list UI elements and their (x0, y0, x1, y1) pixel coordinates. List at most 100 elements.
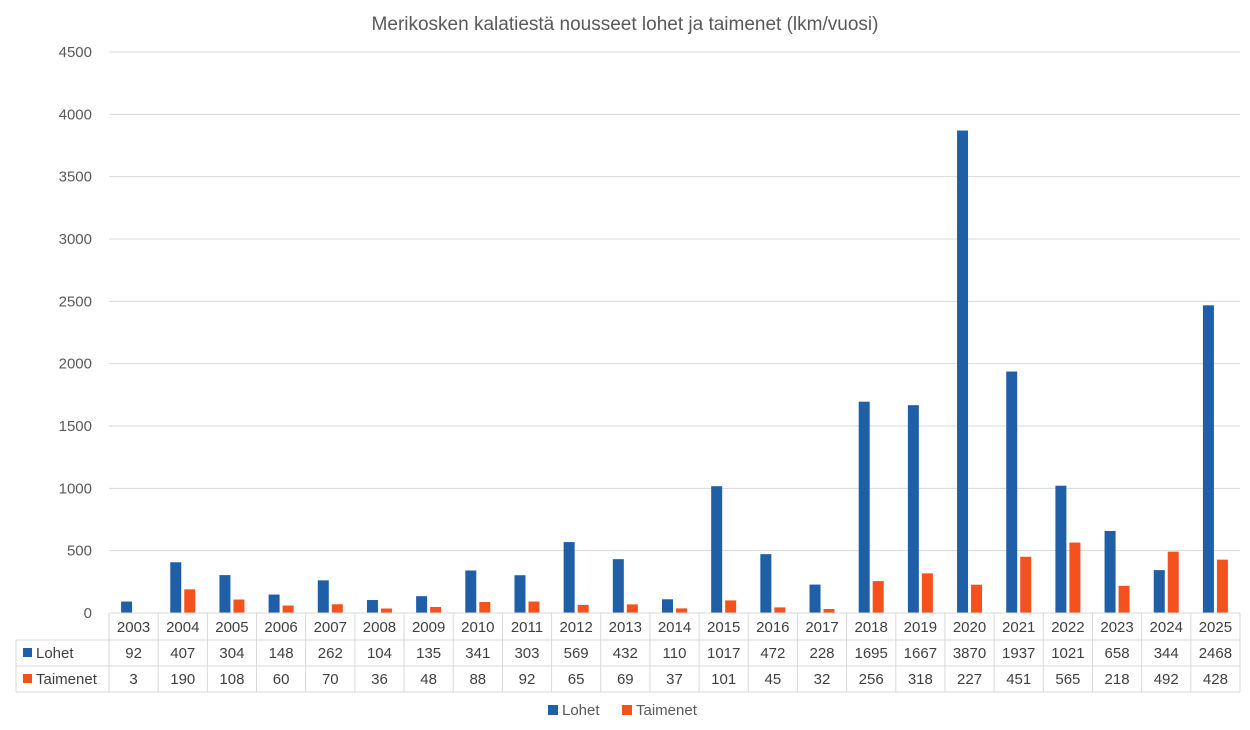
bar-lohet (416, 596, 428, 613)
data-cell: 45 (765, 671, 782, 688)
bar-taimenet (1020, 556, 1032, 613)
bar-lohet (711, 486, 723, 613)
legend: Lohet Taimenet (548, 702, 698, 719)
data-table: 2003 2004 2005 2006 2007 2008 2009 2010 2011 2012… (15, 612, 1241, 693)
legend-key-lohet (23, 648, 32, 657)
y-tick-label: 1000 (59, 480, 92, 497)
data-cell: 472 (760, 645, 785, 662)
y-tick-label: 2500 (59, 293, 92, 310)
bar-taimenet (282, 605, 294, 613)
legend-label-lohet: Lohet (562, 702, 600, 719)
data-cell: 451 (1006, 671, 1031, 688)
y-tick-label: 4500 (59, 44, 92, 61)
data-cell: 148 (269, 645, 294, 662)
bar-lohet (612, 559, 624, 613)
data-cell: 1695 (855, 645, 888, 662)
y-axis: 0 500 1000 1500 2000 2500 3000 3500 4000 4500 (59, 44, 92, 622)
bar-taimenet (872, 581, 884, 613)
bar-lohet (1006, 371, 1018, 613)
bar-taimenet (823, 609, 835, 613)
data-cell: 92 (519, 671, 536, 688)
bar-taimenet (725, 600, 737, 613)
legend-key-taimenet (23, 674, 32, 683)
x-tick-label: 2009 (412, 619, 445, 636)
bar-lohet (121, 601, 133, 613)
bar-taimenet (1118, 585, 1130, 613)
x-tick-label: 2015 (707, 619, 740, 636)
bar-taimenet (1167, 551, 1179, 613)
data-cell: 3 (129, 671, 137, 688)
data-cell: 218 (1105, 671, 1130, 688)
y-tick-label: 2000 (59, 356, 92, 373)
data-cell: 65 (568, 671, 585, 688)
bar-lohet (809, 584, 821, 613)
x-tick-label: 2021 (1002, 619, 1035, 636)
data-cell: 135 (416, 645, 441, 662)
y-tick-label: 500 (67, 543, 92, 560)
x-tick-label: 2007 (314, 619, 347, 636)
data-cell: 92 (125, 645, 142, 662)
bar-taimenet (676, 608, 687, 613)
data-cell: 262 (318, 645, 343, 662)
bar-lohet (907, 405, 919, 613)
data-cell: 110 (663, 645, 687, 662)
bar-taimenet (479, 602, 491, 613)
legend-label-taimenet: Taimenet (636, 702, 698, 719)
data-cell: 3870 (953, 645, 986, 662)
bar-lohet (1104, 530, 1116, 613)
x-tick-label: 2017 (805, 619, 838, 636)
data-cell: 104 (367, 645, 392, 662)
bar-lohet (662, 599, 673, 613)
x-tick-label: 2006 (264, 619, 297, 636)
x-tick-label: 2018 (855, 619, 888, 636)
bar-lohet (317, 580, 329, 613)
data-cell: 70 (322, 671, 339, 688)
bar-lohet (1153, 570, 1165, 613)
data-cell: 1017 (707, 645, 740, 662)
data-cell: 1937 (1002, 645, 1035, 662)
y-tick-label: 1500 (59, 418, 92, 435)
data-cell: 88 (469, 671, 486, 688)
series-label: Lohet (36, 645, 74, 662)
x-tick-label: 2023 (1100, 619, 1133, 636)
x-tick-label: 2024 (1150, 619, 1183, 636)
y-tick-label: 4000 (59, 106, 92, 123)
data-cell: 428 (1203, 671, 1228, 688)
bar-lohet (170, 562, 182, 613)
bar-lohet (858, 401, 870, 613)
data-cell: 303 (514, 645, 539, 662)
x-tick-label: 2011 (511, 619, 543, 636)
bar-lohet (563, 542, 575, 613)
data-cell: 304 (219, 645, 244, 662)
data-cell: 658 (1105, 645, 1130, 662)
legend-swatch-taimenet (622, 705, 632, 715)
x-tick-label: 2020 (953, 619, 986, 636)
bar-taimenet (528, 601, 540, 613)
bar-taimenet (430, 607, 442, 613)
x-tick-label: 2003 (117, 619, 150, 636)
bar-taimenet (1216, 559, 1228, 613)
y-tick-label: 0 (84, 605, 92, 622)
x-tick-label: 2004 (166, 619, 199, 636)
data-cell: 190 (170, 671, 195, 688)
bar-lohet (268, 594, 280, 613)
data-cell: 1667 (904, 645, 937, 662)
data-cell: 565 (1055, 671, 1080, 688)
data-cell: 228 (810, 645, 835, 662)
bar-lohet (366, 600, 378, 613)
bar-lohet (219, 575, 231, 613)
y-tick-label: 3000 (59, 231, 92, 248)
data-cell: 341 (465, 645, 490, 662)
x-tick-label: 2016 (756, 619, 789, 636)
x-tick-label: 2022 (1051, 619, 1084, 636)
data-cell: 2468 (1199, 645, 1232, 662)
gridlines (109, 51, 1240, 552)
x-tick-label: 2012 (559, 619, 592, 636)
bar-taimenet (971, 584, 983, 613)
data-cell: 318 (908, 671, 933, 688)
bar-lohet (465, 570, 477, 613)
bar-lohet (957, 130, 969, 614)
x-tick-label: 2025 (1199, 619, 1232, 636)
bar-taimenet (774, 607, 786, 613)
